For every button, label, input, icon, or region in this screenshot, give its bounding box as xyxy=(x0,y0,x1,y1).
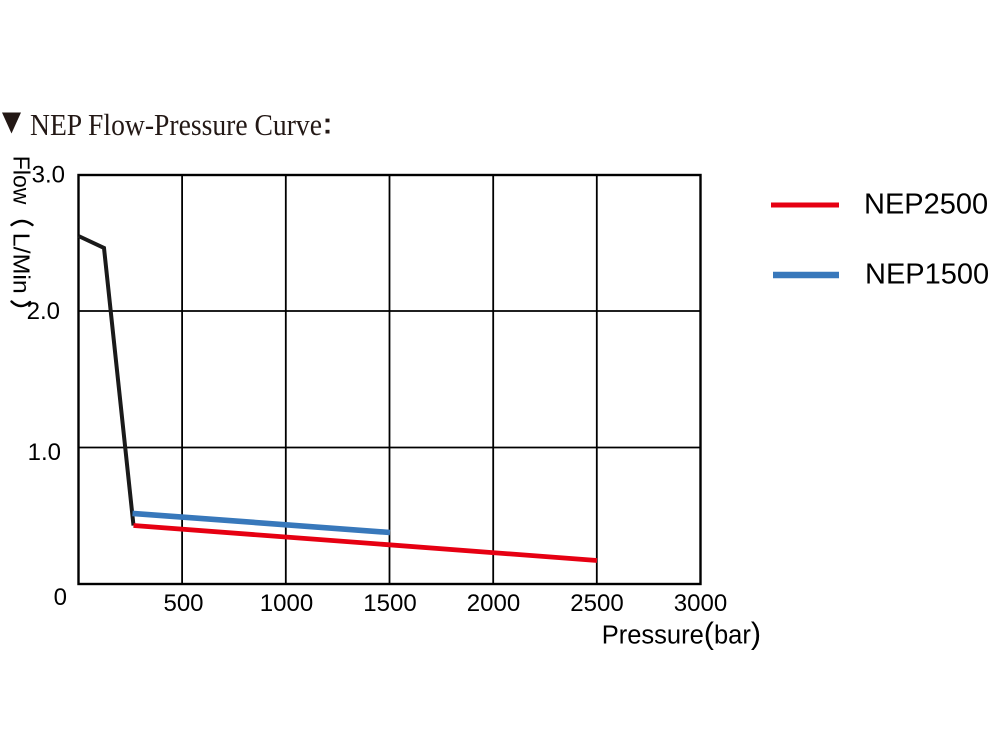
svg-text:1500: 1500 xyxy=(363,590,416,617)
svg-text:1000: 1000 xyxy=(260,590,313,617)
svg-text:1.0: 1.0 xyxy=(28,439,61,466)
svg-text:3.0: 3.0 xyxy=(32,161,65,188)
svg-text:Flow: Flow xyxy=(9,156,35,205)
svg-text:3000: 3000 xyxy=(674,590,727,617)
svg-text:500: 500 xyxy=(163,590,203,617)
svg-text:0: 0 xyxy=(54,584,67,611)
svg-text:L/Min: L/Min xyxy=(9,233,35,294)
svg-text:2.0: 2.0 xyxy=(27,298,60,325)
svg-text:NEP2500: NEP2500 xyxy=(864,189,988,221)
svg-text:NEP Flow-Pressure Curve: NEP Flow-Pressure Curve xyxy=(30,107,322,142)
svg-text:2500: 2500 xyxy=(570,590,623,617)
svg-text:NEP1500: NEP1500 xyxy=(865,259,989,291)
svg-text:2000: 2000 xyxy=(467,590,520,617)
svg-text:Pressure(bar): Pressure(bar) xyxy=(602,617,761,651)
